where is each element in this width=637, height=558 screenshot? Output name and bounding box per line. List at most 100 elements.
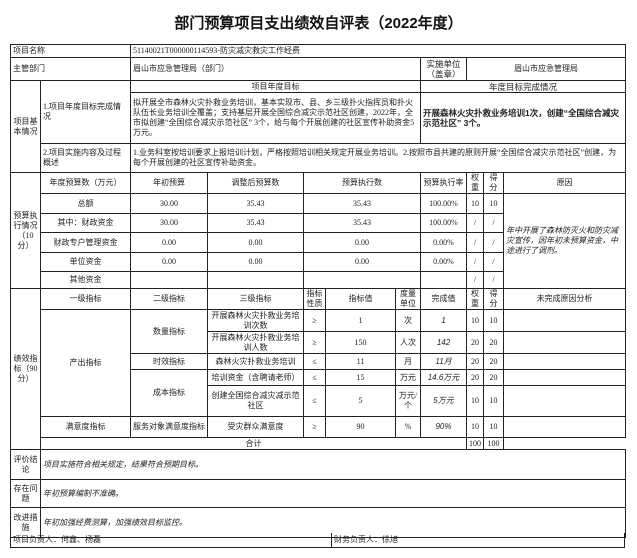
basic-row2-label: 2.项目实施内容及过程概述 — [40, 143, 131, 173]
perf-row: 时效指标 森林火灾扑救业务培训 ≤ 11 月 11月 20 20 — [11, 353, 627, 370]
budget-row: 其中：财政资金 30.00 35.43 35.43 100.00% / / — [11, 213, 626, 233]
budget-adjusted: 35.43 — [207, 213, 304, 233]
budget-weight: / — [466, 252, 484, 272]
problem-text: 年初预算编制不准确。 — [39, 479, 627, 508]
budget-header: 年初预算 — [130, 172, 208, 194]
budget-row: 其他资金 / / — [11, 271, 626, 289]
indicator-value: 1 — [325, 309, 396, 332]
basic-row1: 拟开展全市森林火灾扑救业务培训，基本实现市、县、乡三级扑火指挥员和扑火队伍长业务… — [11, 92, 627, 144]
indicator-value: 90 — [325, 416, 396, 438]
budget-executed: 0.00 — [303, 232, 421, 253]
total-blank — [502, 437, 626, 450]
impl-unit-label: 实施单位（盖章） — [420, 57, 467, 81]
indicator-done: 11月 — [420, 353, 467, 370]
budget-rate: 0.00% — [420, 232, 467, 253]
budget-initial — [130, 271, 208, 289]
project-name-label: 项目名称 — [10, 44, 131, 58]
indicator-score: 20 — [483, 353, 504, 370]
indicator-done: 5万元 — [420, 385, 467, 417]
budget-score: / — [483, 213, 504, 233]
dept-label: 主管部门 — [10, 57, 131, 81]
budget-rate: 100.00% — [420, 213, 467, 233]
indicator-unit: 次 — [395, 309, 421, 332]
indicator-reason — [502, 385, 627, 417]
budget-initial: 30.00 — [130, 213, 208, 233]
indicator-score: 10 — [483, 416, 504, 438]
indicator-value: 5 — [325, 385, 396, 417]
level1-satisfaction: 满意度指标 — [40, 416, 131, 438]
indicator-unit: 月 — [395, 353, 421, 370]
level1-output: 产出指标 — [40, 309, 131, 417]
conclusion-row: 评价结论 项目实施符合相关规定，结果符合预期目标。 — [10, 449, 627, 480]
signature-footer: 项目负责人：何鑫、杨磊 财务负责人：徐旭 — [10, 533, 625, 548]
perf-row: 创建全国综合减灾减示范社区 ≤ 5 万元/个 5万元 10 10 — [11, 385, 627, 417]
budget-adjusted: 35.43 — [207, 193, 304, 214]
budget-weight: / — [466, 271, 484, 289]
indicator-nature: ≤ — [303, 385, 326, 417]
budget-score: / — [483, 271, 504, 289]
budget-row: 总额 30.00 35.43 35.43 100.00% 10 10 年中开展了… — [11, 193, 627, 289]
perf-header: 指标值 — [325, 288, 396, 310]
indicator-unit: 万元 — [395, 369, 421, 386]
indicator-score: 10 — [483, 385, 504, 417]
perf-header: 三级指标 — [207, 288, 304, 310]
perf-header: 度量单位 — [395, 288, 421, 310]
indicator-value: 15 — [325, 369, 396, 386]
perf-header-row: 绩效指标（90分） 一级指标 二级指标 三级指标 指标性质 指标值 度量单位 完… — [10, 288, 627, 450]
perf-header: 一级指标 — [40, 288, 131, 310]
budget-adjusted — [207, 271, 304, 289]
basic-row1-target: 拟开展全市森林火灾扑救业务培训，基本实现市、县、乡三级扑火指挥员和扑火队伍长业务… — [130, 92, 421, 144]
budget-score: / — [483, 252, 504, 272]
level2-service-satisfaction: 服务对象满意度指标 — [130, 416, 208, 438]
project-name-value: 51140021T000000114593-防灾减灾救灾工作经费 — [129, 44, 627, 58]
indicator-name: 受灾群众满意度 — [207, 416, 304, 438]
target-header: 项目年度目标 — [130, 80, 421, 93]
indicator-done: 90% — [420, 416, 467, 438]
perf-label: 绩效指标（90分） — [10, 288, 41, 450]
total-label: 合计 — [40, 437, 467, 450]
completion-header: 年度目标完成情况 — [419, 80, 627, 93]
indicator-weight: 10 — [466, 385, 484, 417]
improve-row: 改进措施 年初加强经费测算，加强绩效目标监控。 — [10, 507, 627, 538]
level2-cost: 成本指标 — [130, 369, 208, 417]
budget-weight: 10 — [466, 193, 484, 214]
indicator-done: 142 — [420, 331, 467, 354]
budget-score: 10 — [483, 193, 504, 214]
dept-value: 眉山市应急管理局（部门） — [130, 57, 421, 81]
basic-row1-completion: 开展森林火灾扑救业务培训1次，创建“全国综合减灾示范社区” 3个。 — [419, 92, 627, 144]
budget-adjusted: 0.00 — [207, 232, 304, 253]
indicator-nature: ≤ — [303, 369, 326, 386]
problem-row: 存在问题 年初预算编制不准确。 — [10, 479, 627, 508]
perf-header: 二级指标 — [130, 288, 208, 310]
project-name-row: 项目名称 51140021T000000114593-防灾减灾救灾工作经费 — [10, 44, 627, 58]
budget-header-row: 预算执行情况（10分） 年度预算数（万元） 年初预算 调整后预算数 预算执行数 … — [10, 172, 627, 289]
indicator-score: 20 — [483, 331, 504, 354]
perf-row: 开展森林火灾扑救业务培训人数 ≥ 150 人次 142 20 20 — [11, 331, 627, 354]
budget-header: 得分 — [483, 172, 504, 194]
indicator-reason — [502, 369, 627, 386]
budget-rate: 100.00% — [420, 193, 467, 214]
budget-initial: 0.00 — [130, 252, 208, 272]
indicator-name: 开展森林火灾扑救业务培训人数 — [207, 331, 304, 354]
level2-quantity: 数量指标 — [130, 309, 208, 354]
total-weight: 100 — [466, 437, 484, 450]
indicator-name: 开展森林火灾扑救业务培训次数 — [207, 309, 304, 332]
budget-header: 预算执行率 — [420, 172, 467, 194]
page-title: 部门预算项目支出绩效自评表（2022年度） — [174, 15, 463, 32]
budget-row-name: 总额 — [40, 193, 131, 214]
indicator-weight: 20 — [466, 353, 484, 370]
budget-weight: / — [466, 232, 484, 253]
budget-header: 调整后预算数 — [207, 172, 304, 194]
indicator-weight: 10 — [466, 309, 484, 332]
indicator-value: 11 — [325, 353, 396, 370]
evaluation-table: 项目名称 51140021T000000114593-防灾减灾救灾工作经费 主管… — [10, 44, 627, 538]
indicator-reason — [502, 353, 627, 370]
budget-initial: 0.00 — [130, 232, 208, 253]
perf-header: 指标性质 — [303, 288, 326, 310]
indicator-reason — [502, 309, 627, 332]
indicator-value: 150 — [325, 331, 396, 354]
indicator-score: 10 — [483, 309, 504, 332]
indicator-weight: 20 — [466, 331, 484, 354]
indicator-unit: 万元/个 — [395, 385, 421, 417]
indicator-name: 培训资金（含聘请老师） — [207, 369, 304, 386]
